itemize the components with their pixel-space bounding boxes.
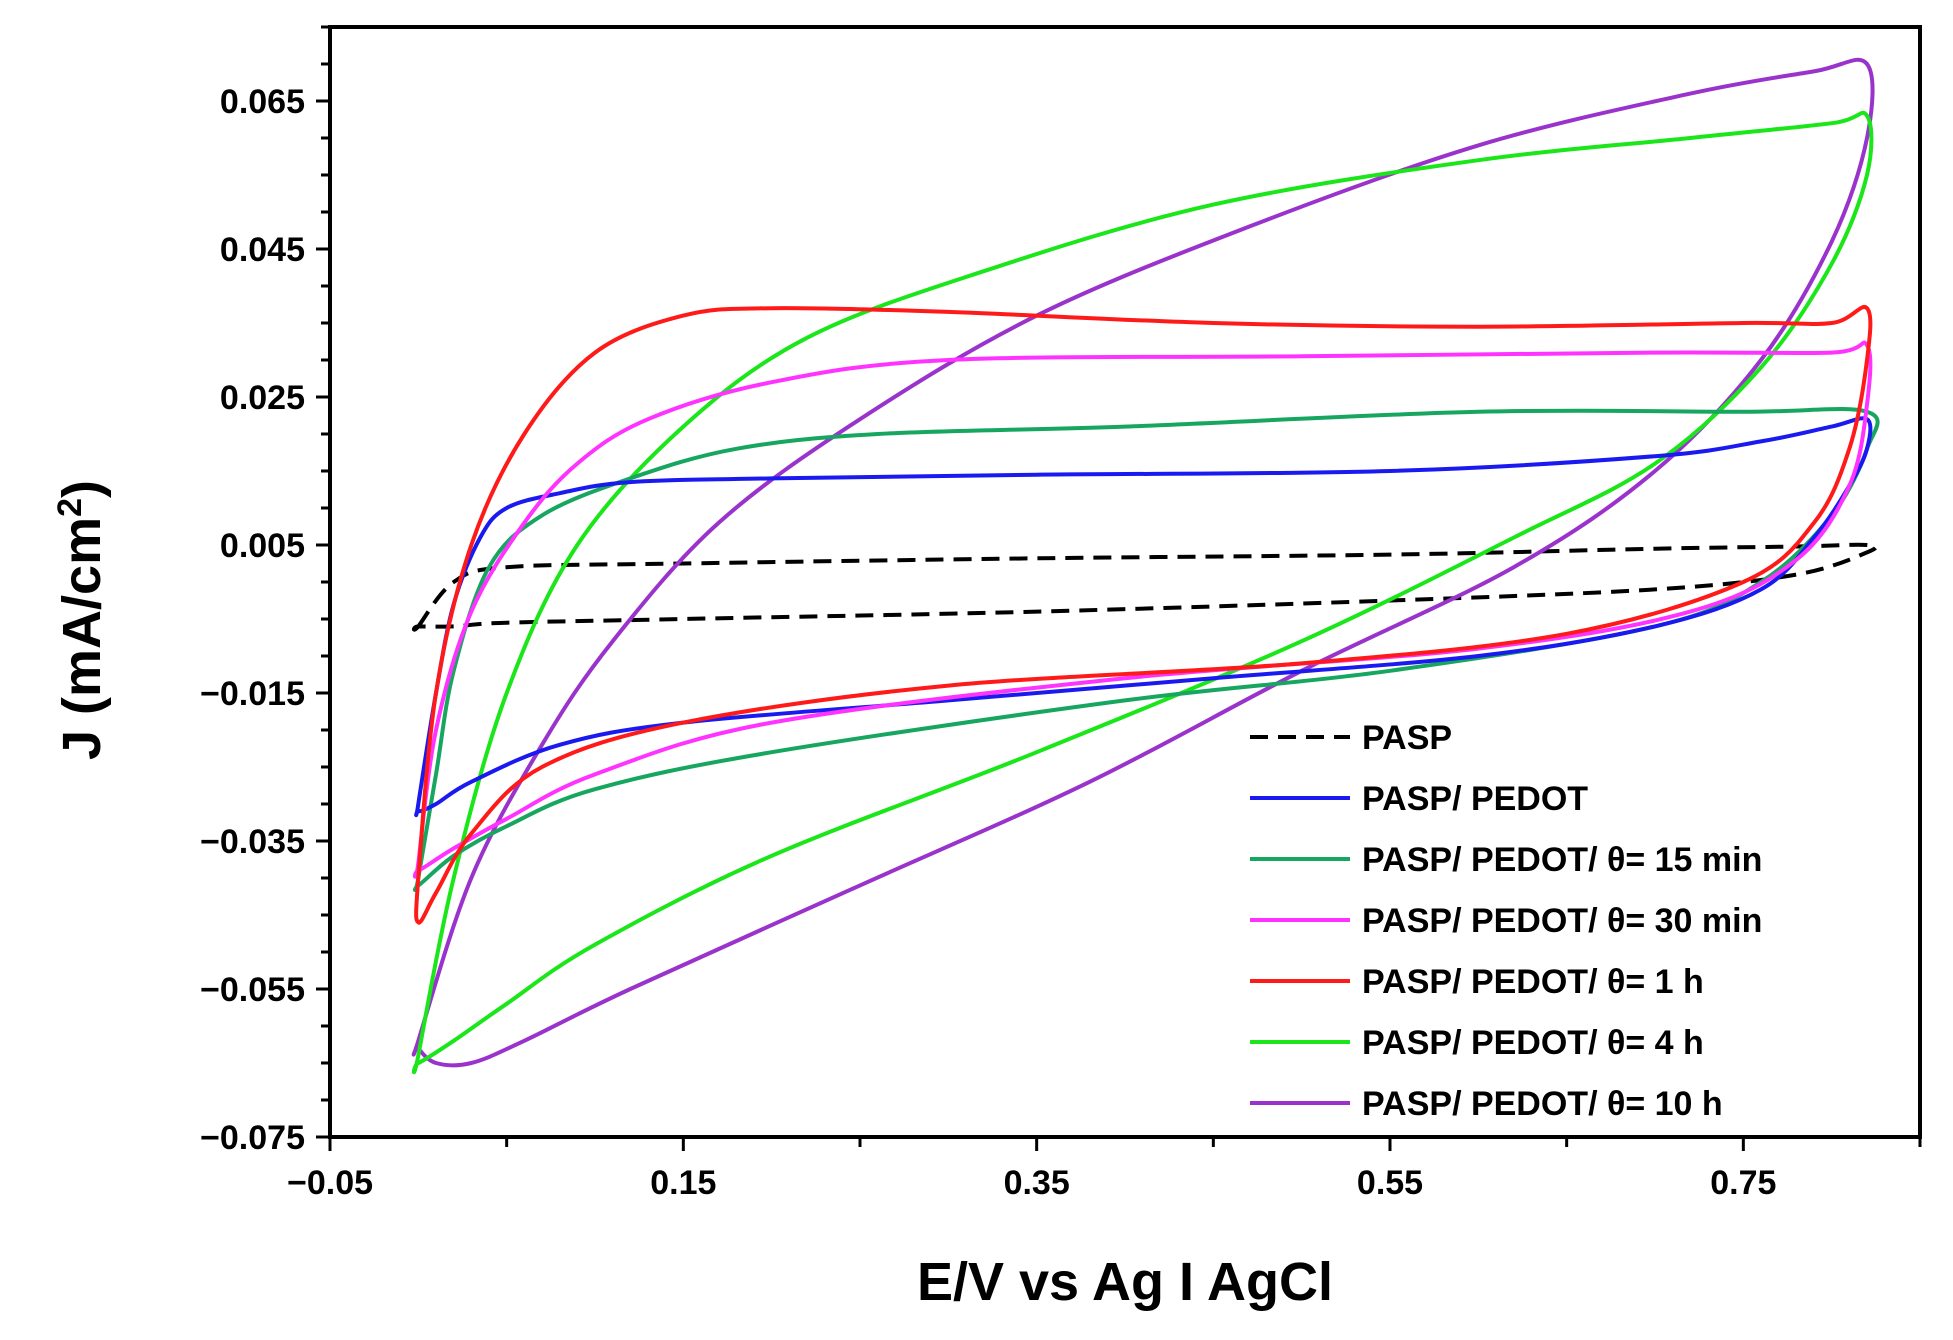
y-tick-label: 0.065 bbox=[220, 83, 305, 121]
x-tick-label: 0.35 bbox=[1004, 1164, 1070, 1202]
x-tick-label: 0.15 bbox=[650, 1164, 716, 1202]
legend: PASP PASP/ PEDOT PASP/ PEDOT/ θ= 15 min PAS… bbox=[1250, 719, 1762, 1123]
x-tick-label: 0.55 bbox=[1357, 1164, 1423, 1202]
legend-label: PASP/ PEDOT/ θ= 30 min bbox=[1362, 902, 1762, 940]
x-axis-title: E/V vs Ag I AgCl bbox=[917, 1252, 1333, 1312]
legend-label: PASP/ PEDOT/ θ= 10 h bbox=[1362, 1085, 1723, 1123]
series-layer bbox=[411, 57, 1880, 1075]
legend-label: PASP/ PEDOT/ θ= 4 h bbox=[1362, 1024, 1704, 1062]
x-tick-label: 0.75 bbox=[1710, 1164, 1776, 1202]
y-axis-title: J (mA/cm2) bbox=[51, 480, 112, 760]
series-line-pasp-pedot-10-h bbox=[411, 57, 1875, 1068]
legend-label: PASP/ PEDOT bbox=[1362, 780, 1588, 818]
x-tick-label: −0.05 bbox=[287, 1164, 373, 1202]
ticks-layer: −0.05 0.15 0.35 0.55 0.75 0.065 0.045 0.025 0.00… bbox=[200, 25, 1922, 1202]
y-tick-label: −0.055 bbox=[200, 971, 305, 1009]
legend-label: PASP/ PEDOT/ θ= 15 min bbox=[1362, 841, 1762, 879]
y-tick-label: 0.025 bbox=[220, 379, 305, 417]
series-line-pasp bbox=[411, 542, 1878, 632]
series-line-pasp-pedot-4-h bbox=[411, 110, 1874, 1075]
y-tick-label: −0.015 bbox=[200, 675, 305, 713]
y-tick-label: 0.005 bbox=[220, 527, 305, 565]
legend-label: PASP bbox=[1362, 719, 1452, 757]
series-line-pasp-pedot bbox=[414, 416, 1873, 818]
y-tick-label: −0.075 bbox=[200, 1119, 305, 1157]
series-line-pasp-pedot-1-h bbox=[414, 304, 1873, 925]
y-tick-label: −0.035 bbox=[200, 823, 305, 861]
legend-label: PASP/ PEDOT/ θ= 1 h bbox=[1362, 963, 1704, 1001]
y-tick-label: 0.045 bbox=[220, 231, 305, 269]
